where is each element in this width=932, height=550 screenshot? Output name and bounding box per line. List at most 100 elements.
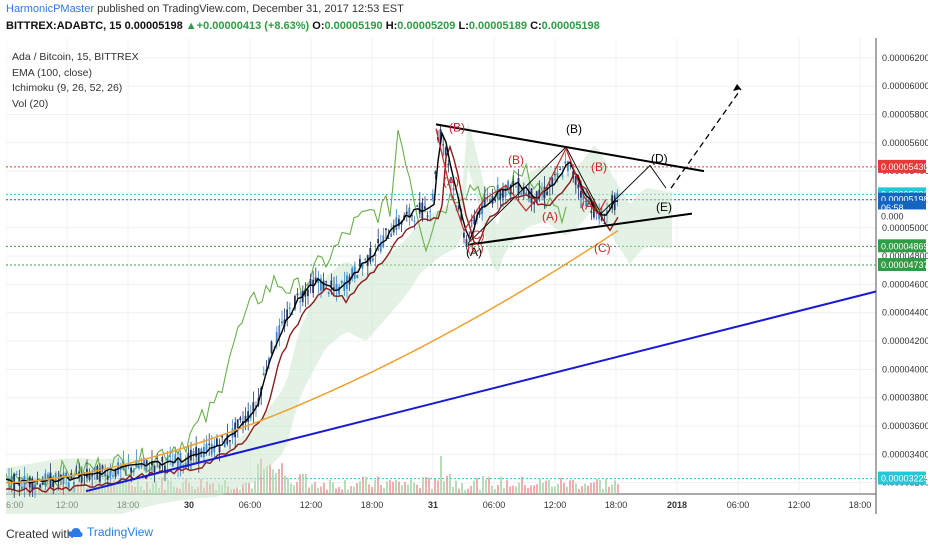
volume-bar: [539, 478, 541, 494]
candle-body: [226, 434, 229, 445]
volume-bar: [374, 479, 376, 494]
author-link[interactable]: HarmonicPMaster: [6, 3, 95, 15]
volume-bar: [443, 481, 445, 494]
candle-body: [598, 212, 600, 220]
candle-body: [88, 473, 91, 480]
candle-body: [416, 205, 418, 207]
volume-bar: [236, 487, 238, 494]
volume-bar: [392, 481, 394, 494]
tradingview-link[interactable]: TradingView: [68, 525, 153, 539]
volume-bar: [335, 488, 337, 494]
candle-body: [385, 228, 387, 231]
volume-bar: [377, 476, 379, 494]
volume-bar: [365, 476, 367, 494]
volume-bar: [479, 489, 481, 494]
volume-bar: [398, 481, 400, 494]
x-tick-label: 06:00: [727, 500, 750, 510]
candle-body: [15, 473, 18, 475]
ichimoku-cloud: [6, 121, 672, 533]
candle-body: [569, 165, 572, 167]
candle-body: [91, 475, 93, 477]
volume-bar: [410, 479, 412, 494]
volume-bar: [578, 489, 580, 494]
candle-body: [148, 469, 151, 472]
wave-label: (A): [466, 245, 482, 259]
candle-body: [216, 438, 218, 446]
price-tag-label: 0.00003229: [881, 474, 928, 484]
candle-body: [99, 468, 101, 482]
legend-vol[interactable]: Vol (20): [12, 97, 49, 110]
candle-body: [439, 129, 442, 141]
candle-body: [239, 417, 242, 421]
price-tag: [878, 159, 926, 173]
volume-bar: [251, 488, 253, 494]
volume-bar: [437, 480, 439, 494]
price-tag: [878, 471, 926, 485]
y-tick-label: 0.00003600: [882, 421, 928, 431]
candle-body: [478, 210, 481, 215]
candle-body: [421, 202, 424, 219]
chart-legend: Ada / Bitcoin, 15, BITTREX EMA (100, clo…: [12, 50, 139, 112]
price-tag-label: 0.00005198: [881, 195, 928, 205]
candle-body: [262, 373, 265, 376]
ema-line: [5, 229, 619, 484]
candle-body: [577, 184, 580, 189]
y-tick-label: 0.00005600: [882, 138, 928, 148]
candle-body: [255, 405, 257, 408]
y-tick-label: 0.00004200: [882, 336, 928, 346]
candle-body: [104, 470, 106, 477]
candle-body: [205, 443, 208, 453]
candle-body: [229, 440, 231, 442]
candle-body: [106, 475, 109, 480]
volume-bar: [449, 473, 451, 494]
candle-body: [457, 205, 460, 210]
candle-body: [613, 195, 616, 211]
chart-frame[interactable]: 0.00006200 0.00006000 0.00005800 0.00005600…: [5, 38, 930, 533]
y-tick-label: 0.00004400: [882, 308, 928, 318]
legend-title[interactable]: Ada / Bitcoin, 15, BITTREX: [12, 51, 139, 63]
volume-bar: [347, 489, 349, 494]
close-value: 0.00005198: [541, 20, 600, 32]
volume-bar: [533, 485, 535, 494]
candle-body: [320, 278, 322, 291]
candle-body: [21, 486, 23, 489]
candle-body: [520, 193, 522, 195]
up-arrow-icon: ▲: [185, 20, 197, 32]
volume-bar: [509, 486, 511, 494]
candle-body: [312, 279, 314, 294]
volume-bar: [278, 469, 280, 494]
volume-bar: [608, 486, 610, 494]
candle-body: [418, 202, 421, 214]
candle-body: [75, 473, 78, 475]
candle-body: [153, 465, 156, 472]
legend-ema[interactable]: EMA (100, close): [12, 66, 92, 79]
candle-body: [143, 458, 145, 464]
candle-body: [444, 147, 447, 156]
candle-body: [452, 187, 455, 191]
candle-body: [169, 455, 171, 457]
candle-body: [270, 341, 273, 354]
candle-body: [494, 200, 496, 202]
candle-body: [372, 258, 374, 261]
volume-bar: [488, 477, 490, 494]
candle-body: [616, 192, 619, 198]
wave-label: (C): [467, 241, 484, 255]
legend-ichimoku[interactable]: Ichimoku (9, 26, 52, 26): [12, 82, 123, 94]
cloud-icon: [68, 527, 83, 537]
chart-svg[interactable]: 0.00006200 0.00006000 0.00005800 0.00005600…: [5, 38, 930, 533]
candle-body: [39, 484, 41, 488]
candle-body: [278, 325, 281, 338]
y-tick-label: 0.00005000: [882, 223, 928, 233]
wave-label: (A): [542, 210, 558, 224]
volume-bar: [326, 489, 328, 494]
candle-body: [543, 186, 546, 198]
candle-body: [252, 402, 255, 415]
candle-body: [611, 195, 613, 209]
volume-bar: [614, 480, 616, 494]
volume-bar: [368, 484, 370, 494]
candle-body: [387, 237, 390, 239]
candle-body: [361, 265, 364, 269]
volume-bar: [503, 487, 505, 494]
price-tag-label: 0.000: [881, 211, 904, 221]
candle-body: [463, 232, 465, 238]
